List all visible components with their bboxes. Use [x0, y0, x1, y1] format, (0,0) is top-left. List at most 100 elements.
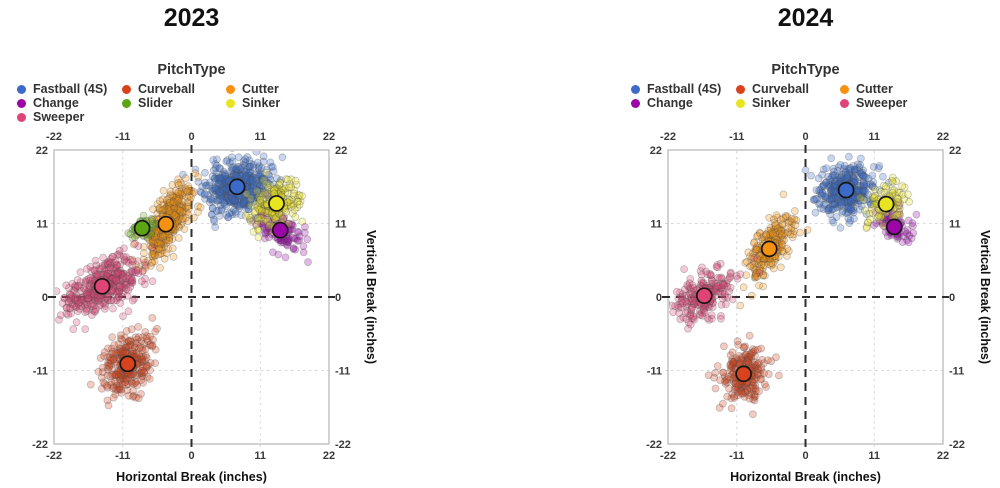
- scatter-point[interactable]: [261, 208, 269, 216]
- scatter-point[interactable]: [127, 325, 136, 334]
- scatter-point[interactable]: [823, 182, 832, 190]
- scatter-point[interactable]: [833, 167, 842, 175]
- scatter-point[interactable]: [749, 384, 758, 393]
- scatter-point[interactable]: [172, 209, 181, 218]
- scatter-point[interactable]: [114, 340, 123, 349]
- scatter-point[interactable]: [97, 384, 106, 393]
- scatter-point[interactable]: [235, 195, 243, 204]
- scatter-point[interactable]: [131, 333, 140, 342]
- scatter-point[interactable]: [267, 210, 276, 219]
- scatter-point[interactable]: [130, 268, 139, 277]
- scatter-point[interactable]: [764, 226, 773, 235]
- scatter-point[interactable]: [814, 174, 823, 183]
- scatter-point[interactable]: [750, 273, 759, 282]
- scatter-point[interactable]: [734, 380, 742, 389]
- scatter-point[interactable]: [160, 205, 169, 214]
- scatter-point[interactable]: [163, 198, 172, 207]
- scatter-point[interactable]: [243, 169, 252, 178]
- scatter-point[interactable]: [859, 171, 868, 180]
- scatter-point[interactable]: [239, 160, 248, 169]
- scatter-point[interactable]: [116, 260, 124, 269]
- scatter-point[interactable]: [116, 266, 125, 275]
- scatter-point[interactable]: [861, 173, 870, 181]
- scatter-point[interactable]: [751, 392, 760, 401]
- scatter-point[interactable]: [843, 170, 852, 179]
- scatter-point[interactable]: [129, 240, 138, 249]
- scatter-point[interactable]: [855, 173, 864, 182]
- scatter-point[interactable]: [60, 294, 69, 303]
- scatter-point[interactable]: [712, 282, 721, 291]
- scatter-point[interactable]: [268, 185, 277, 194]
- scatter-point[interactable]: [828, 193, 837, 202]
- scatter-point[interactable]: [696, 311, 705, 320]
- scatter-point[interactable]: [137, 352, 146, 361]
- scatter-point[interactable]: [228, 170, 236, 179]
- scatter-point[interactable]: [777, 243, 786, 252]
- scatter-point[interactable]: [251, 174, 260, 183]
- scatter-point[interactable]: [289, 245, 298, 253]
- scatter-point[interactable]: [249, 173, 258, 182]
- scatter-point[interactable]: [869, 209, 877, 218]
- scatter-point[interactable]: [753, 232, 761, 241]
- scatter-point[interactable]: [856, 193, 864, 202]
- scatter-point[interactable]: [774, 252, 783, 261]
- scatter-point[interactable]: [293, 198, 302, 207]
- scatter-point[interactable]: [741, 258, 750, 267]
- scatter-point[interactable]: [222, 202, 231, 211]
- scatter-point[interactable]: [73, 294, 82, 303]
- scatter-point[interactable]: [226, 194, 235, 203]
- scatter-point[interactable]: [867, 204, 876, 213]
- scatter-point[interactable]: [266, 175, 275, 184]
- scatter-point[interactable]: [83, 293, 92, 302]
- legend-item-sweeper[interactable]: Sweeper: [17, 111, 122, 124]
- scatter-point[interactable]: [858, 171, 867, 180]
- scatter-point[interactable]: [157, 206, 166, 215]
- scatter-point[interactable]: [254, 225, 262, 234]
- scatter-point[interactable]: [779, 190, 788, 199]
- scatter-point[interactable]: [293, 236, 302, 245]
- scatter-point[interactable]: [175, 211, 184, 220]
- scatter-point[interactable]: [151, 345, 160, 354]
- scatter-point[interactable]: [241, 167, 250, 176]
- scatter-point[interactable]: [787, 214, 796, 223]
- scatter-point[interactable]: [246, 201, 255, 210]
- scatter-point[interactable]: [245, 177, 254, 186]
- scatter-point[interactable]: [177, 208, 186, 217]
- scatter-point[interactable]: [118, 270, 127, 279]
- scatter-point[interactable]: [245, 156, 254, 165]
- scatter-point[interactable]: [699, 279, 708, 288]
- scatter-point[interactable]: [162, 249, 171, 258]
- scatter-point[interactable]: [760, 380, 769, 389]
- scatter-point[interactable]: [67, 294, 76, 303]
- scatter-point[interactable]: [115, 367, 123, 376]
- scatter-point[interactable]: [714, 273, 722, 282]
- scatter-point[interactable]: [225, 198, 234, 206]
- scatter-point[interactable]: [300, 222, 309, 231]
- scatter-point[interactable]: [228, 193, 236, 202]
- scatter-point[interactable]: [113, 367, 122, 376]
- scatter-point[interactable]: [757, 233, 766, 242]
- scatter-point[interactable]: [136, 363, 145, 372]
- scatter-point[interactable]: [208, 210, 216, 219]
- scatter-point[interactable]: [229, 170, 238, 179]
- scatter-point[interactable]: [138, 266, 147, 275]
- scatter-point[interactable]: [104, 269, 113, 277]
- scatter-point[interactable]: [111, 269, 120, 278]
- scatter-point[interactable]: [749, 260, 758, 269]
- scatter-point[interactable]: [751, 270, 760, 279]
- scatter-point[interactable]: [787, 223, 796, 232]
- scatter-point[interactable]: [819, 182, 828, 191]
- scatter-point[interactable]: [708, 299, 717, 308]
- scatter-point[interactable]: [219, 193, 228, 202]
- scatter-point[interactable]: [126, 278, 135, 287]
- scatter-point[interactable]: [151, 228, 160, 237]
- scatter-point[interactable]: [194, 173, 203, 181]
- scatter-point[interactable]: [746, 350, 755, 359]
- scatter-point[interactable]: [107, 296, 115, 305]
- scatter-point[interactable]: [240, 196, 249, 205]
- scatter-point[interactable]: [222, 188, 231, 196]
- scatter-point[interactable]: [819, 181, 828, 190]
- scatter-point[interactable]: [146, 231, 155, 240]
- scatter-point[interactable]: [690, 298, 699, 307]
- scatter-point[interactable]: [148, 258, 157, 267]
